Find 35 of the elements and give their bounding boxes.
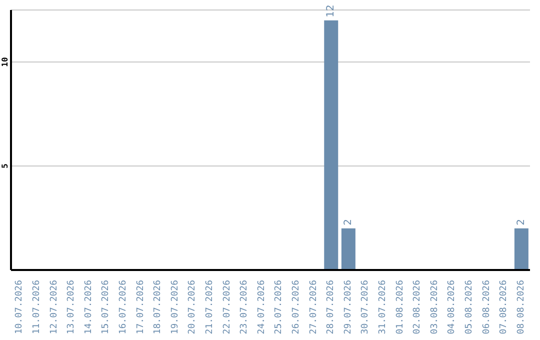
x-tick-label: 07.08.2026 [499, 280, 510, 334]
x-tick-label: 06.08.2026 [482, 280, 492, 334]
x-tick-label: 19.07.2026 [170, 280, 180, 334]
x-tick-label: 31.07.2026 [378, 280, 388, 334]
x-tick-label: 13.07.2026 [66, 280, 77, 334]
x-tick-label: 25.07.2026 [274, 280, 284, 334]
x-tick-label: 03.08.2026 [430, 280, 440, 334]
x-tick-label: 04.08.2026 [447, 280, 458, 334]
x-tick-label: 29.07.2026 [343, 280, 354, 334]
y-tick-label: 10 [0, 57, 10, 67]
x-tick-label: 01.08.2026 [395, 280, 406, 334]
x-tick-label: 30.07.2026 [360, 280, 371, 334]
x-tick-label: 23.07.2026 [240, 280, 250, 334]
x-tick-label: 12.07.2026 [49, 280, 60, 334]
x-tick-label: 10.07.2026 [14, 280, 25, 334]
x-tick-label: 18.07.2026 [153, 280, 164, 334]
x-tick-label: 20.07.2026 [188, 280, 198, 334]
x-tick-label: 05.08.2026 [464, 280, 474, 334]
x-tick-label: 27.07.2026 [308, 280, 319, 334]
x-tick-label: 11.07.2026 [32, 280, 42, 334]
x-tick-label: 02.08.2026 [412, 280, 423, 334]
data-label: 2 [516, 219, 527, 226]
x-tick-label: 21.07.2026 [204, 280, 215, 334]
x-tick-label: 15.07.2026 [101, 280, 112, 334]
y-tick-label: 5 [0, 163, 10, 168]
x-tick-label: 28.07.2026 [326, 280, 336, 334]
x-tick-label: 22.07.2026 [222, 280, 232, 334]
x-tick-label: 26.07.2026 [291, 280, 302, 334]
x-tick-label: 16.07.2026 [118, 280, 128, 334]
x-tick-label: 14.07.2026 [84, 280, 94, 334]
x-tick-label: 24.07.2026 [256, 280, 267, 334]
data-label: 2 [342, 219, 354, 226]
x-tick-label: 17.07.2026 [136, 280, 146, 334]
data-label: 12 [326, 4, 337, 18]
x-tick-label: 08.08.2026 [516, 280, 526, 334]
